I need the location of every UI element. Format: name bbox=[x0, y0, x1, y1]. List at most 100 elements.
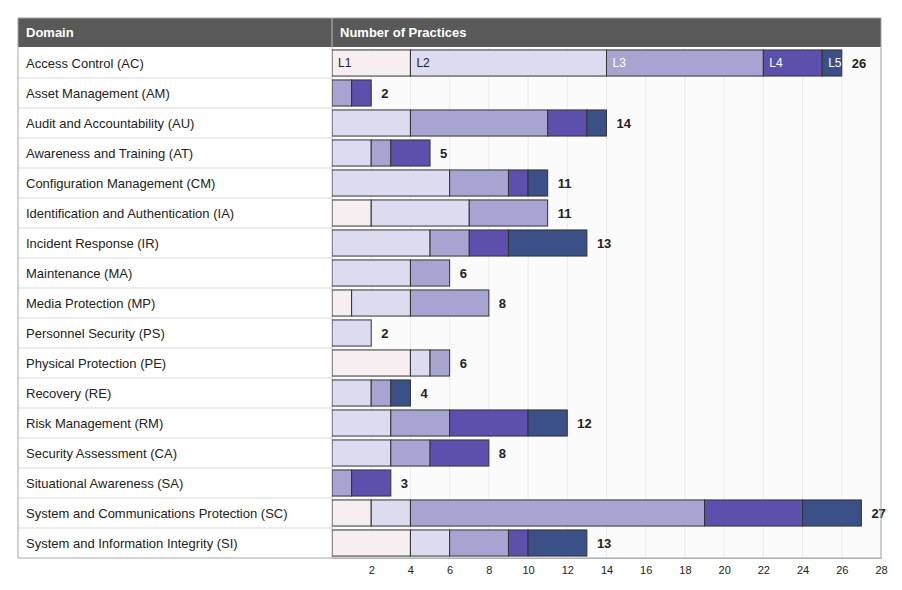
tick: 10 bbox=[522, 558, 534, 576]
bar-segment bbox=[469, 230, 508, 256]
legend-label: L5 bbox=[828, 56, 842, 70]
y-axis-title: Domain bbox=[26, 25, 74, 40]
grid-line bbox=[802, 48, 803, 558]
bar-segment bbox=[450, 170, 509, 196]
bar-segment bbox=[430, 230, 469, 256]
total-label: 11 bbox=[558, 206, 572, 221]
bar-segment bbox=[449, 350, 450, 376]
category-label: Identification and Authentication (IA) bbox=[26, 206, 234, 221]
tick-label: 10 bbox=[522, 564, 534, 576]
bar-segment bbox=[705, 500, 803, 526]
total-label: 5 bbox=[440, 146, 447, 161]
category-label: Access Control (AC) bbox=[26, 56, 144, 71]
bar-segment bbox=[449, 260, 450, 286]
series-1 bbox=[332, 50, 607, 556]
tick-label: 20 bbox=[719, 564, 731, 576]
x-axis: 246810121416182022242628 bbox=[333, 558, 888, 576]
bar-segment bbox=[332, 290, 352, 316]
tick: 6 bbox=[447, 558, 453, 576]
tick: 8 bbox=[486, 558, 492, 576]
bar-segment bbox=[803, 500, 862, 526]
tick-label: 6 bbox=[447, 564, 453, 576]
bar-segment bbox=[332, 50, 410, 76]
category-labels: Access Control (AC)Asset Management (AM)… bbox=[26, 56, 288, 551]
bars bbox=[332, 50, 861, 556]
bar-segment bbox=[450, 410, 528, 436]
bar-segment bbox=[488, 440, 489, 466]
tick-label: 4 bbox=[408, 564, 414, 576]
total-label: 11 bbox=[558, 176, 572, 191]
bar-segment bbox=[488, 290, 489, 316]
bar-segment bbox=[488, 290, 489, 316]
row-separator bbox=[18, 168, 332, 169]
bar-segment bbox=[332, 380, 371, 406]
tick-label: 12 bbox=[562, 564, 574, 576]
tick: 12 bbox=[562, 558, 574, 576]
bar-segment bbox=[430, 140, 431, 166]
category-label: Security Assessment (CA) bbox=[26, 446, 177, 461]
tick-label: 18 bbox=[679, 564, 691, 576]
category-label: Personnel Security (PS) bbox=[26, 326, 165, 341]
total-label: 13 bbox=[597, 236, 611, 251]
tick-label: 2 bbox=[369, 564, 375, 576]
category-label: Maintenance (MA) bbox=[26, 266, 132, 281]
bar-segment bbox=[410, 350, 430, 376]
grid bbox=[371, 48, 881, 558]
bar-segment bbox=[528, 530, 587, 556]
bar-segment bbox=[371, 200, 469, 226]
table-frame bbox=[18, 18, 881, 558]
tick-label: 28 bbox=[875, 564, 887, 576]
tick: 20 bbox=[719, 558, 731, 576]
grid-line bbox=[841, 48, 842, 558]
bar-segment bbox=[371, 320, 372, 346]
tick-label: 8 bbox=[486, 564, 492, 576]
category-label: Recovery (RE) bbox=[26, 386, 111, 401]
total-label: 13 bbox=[597, 536, 611, 551]
grid-line bbox=[645, 48, 646, 558]
bar-segment bbox=[371, 320, 372, 346]
tick: 18 bbox=[679, 558, 691, 576]
bar-segment bbox=[430, 440, 489, 466]
tick-label: 16 bbox=[640, 564, 652, 576]
bar-segment bbox=[607, 50, 764, 76]
bar-segment bbox=[332, 230, 430, 256]
legend-label: L2 bbox=[416, 56, 430, 70]
bar-segment bbox=[332, 170, 450, 196]
bar-segment bbox=[410, 110, 547, 136]
tick: 16 bbox=[640, 558, 652, 576]
row-separator bbox=[18, 318, 332, 319]
bar-segment bbox=[410, 530, 449, 556]
category-label: System and Communications Protection (SC… bbox=[26, 506, 288, 521]
bar-segment bbox=[410, 290, 488, 316]
bar-segment bbox=[391, 140, 430, 166]
bar-segment bbox=[371, 320, 372, 346]
x-axis-title: Number of Practices bbox=[340, 25, 466, 40]
category-label: Risk Management (RM) bbox=[26, 416, 163, 431]
tick-label: 26 bbox=[836, 564, 848, 576]
grid-line bbox=[684, 48, 685, 558]
grid-line bbox=[724, 48, 725, 558]
bar-segment bbox=[450, 530, 509, 556]
bar-segment bbox=[391, 380, 411, 406]
bar-segment bbox=[430, 350, 450, 376]
total-label: 8 bbox=[499, 296, 506, 311]
row-separator bbox=[18, 468, 332, 469]
total-label: 3 bbox=[401, 476, 408, 491]
plot-background bbox=[332, 48, 881, 558]
tick: 24 bbox=[797, 558, 809, 576]
tick: 4 bbox=[408, 558, 414, 576]
bar-segment bbox=[371, 140, 391, 166]
row-separator bbox=[18, 498, 332, 499]
row-separator bbox=[18, 78, 332, 79]
category-label: Configuration Management (CM) bbox=[26, 176, 215, 191]
tick-label: 24 bbox=[797, 564, 809, 576]
bar-segment bbox=[508, 530, 528, 556]
bar-segment bbox=[547, 200, 548, 226]
bar-segment bbox=[332, 200, 371, 226]
total-label: 6 bbox=[460, 266, 467, 281]
bar-segment bbox=[410, 260, 449, 286]
category-label: Incident Response (IR) bbox=[26, 236, 159, 251]
legend-label: L4 bbox=[769, 56, 783, 70]
bar-segment bbox=[332, 260, 410, 286]
bar-segment bbox=[449, 350, 450, 376]
